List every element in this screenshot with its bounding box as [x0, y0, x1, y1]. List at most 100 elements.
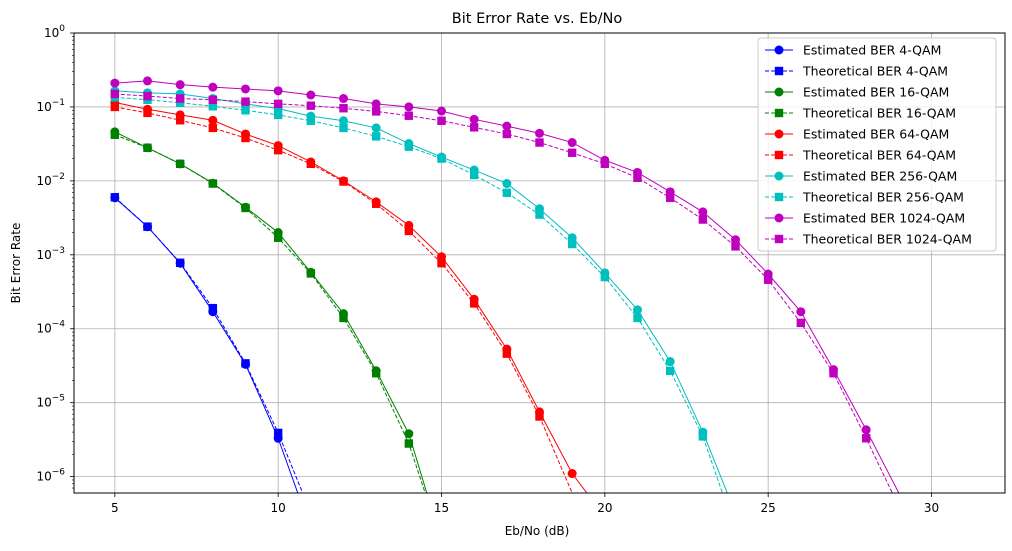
data-point — [774, 87, 784, 97]
data-point — [404, 111, 414, 120]
data-point — [175, 116, 185, 125]
data-point — [143, 222, 152, 231]
legend-entry: Estimated BER 1024-QAM — [765, 211, 965, 226]
data-point — [829, 369, 838, 378]
data-point — [339, 116, 348, 126]
data-point — [371, 107, 381, 116]
data-point — [273, 99, 283, 109]
data-point — [241, 84, 250, 94]
data-point — [567, 469, 577, 479]
legend-label: Theoretical BER 16-QAM — [802, 106, 956, 121]
data-point — [110, 78, 120, 88]
data-point — [208, 303, 218, 313]
data-point — [241, 133, 250, 143]
data-point — [535, 138, 544, 147]
y-tick-label: 10−1 — [36, 98, 65, 114]
data-point — [404, 439, 414, 448]
series-theoretical-ber-16-qam — [110, 130, 426, 493]
y-axis-label: Bit Error Rate — [9, 223, 23, 304]
data-point — [143, 108, 152, 118]
chart-title: Bit Error Rate vs. Eb/No — [452, 11, 623, 27]
data-point — [371, 99, 381, 109]
data-point — [535, 210, 544, 219]
data-point — [633, 305, 642, 315]
data-point — [502, 349, 512, 358]
data-point — [774, 171, 784, 181]
legend-label: Theoretical BER 256-QAM — [802, 190, 964, 205]
data-point — [633, 313, 642, 323]
data-point — [273, 86, 283, 96]
legend-entry: Estimated BER 16-QAM — [765, 85, 949, 100]
data-point — [273, 110, 283, 120]
data-point — [469, 299, 479, 308]
series-line — [114, 96, 723, 493]
legend-entry: Theoretical BER 16-QAM — [765, 106, 956, 121]
data-point — [665, 357, 675, 367]
data-point — [273, 145, 283, 155]
x-tick-label: 10 — [271, 501, 286, 515]
data-point — [731, 235, 740, 245]
data-point — [371, 132, 381, 141]
data-point — [175, 94, 185, 103]
x-axis-label: Eb/No (dB) — [505, 524, 570, 538]
series-theoretical-ber-64-qam — [110, 102, 573, 493]
data-point — [371, 123, 381, 133]
data-point — [208, 102, 218, 111]
legend-label: Theoretical BER 4-QAM — [802, 64, 948, 79]
data-point — [796, 318, 806, 328]
data-point — [502, 188, 512, 197]
data-point — [208, 95, 218, 104]
data-point — [208, 115, 218, 125]
legend-entry: Theoretical BER 256-QAM — [765, 190, 964, 205]
data-point — [567, 138, 577, 148]
data-point — [404, 102, 414, 112]
data-point — [600, 272, 610, 282]
data-point — [306, 159, 316, 169]
data-point — [437, 258, 446, 268]
data-point — [774, 192, 784, 202]
data-point — [774, 66, 784, 76]
data-point — [502, 179, 512, 189]
data-point — [774, 150, 784, 160]
data-point — [339, 177, 348, 186]
data-point — [241, 359, 250, 368]
data-point — [404, 142, 414, 151]
data-point — [502, 121, 512, 131]
data-point — [339, 104, 348, 113]
data-point — [665, 193, 675, 203]
x-tick-label: 25 — [761, 501, 776, 515]
data-point — [535, 412, 544, 421]
data-point — [208, 82, 218, 92]
data-point — [796, 307, 806, 317]
series-estimated-ber-1024-qam — [110, 76, 900, 493]
data-point — [567, 148, 577, 157]
data-point — [633, 173, 642, 183]
y-tick-label: 100 — [44, 24, 65, 40]
series-theoretical-ber-1024-qam — [110, 89, 893, 493]
legend-entry: Theoretical BER 64-QAM — [765, 148, 956, 163]
data-point — [175, 159, 185, 169]
data-point — [698, 432, 708, 441]
legend-label: Estimated BER 4-QAM — [803, 43, 941, 58]
data-point — [665, 366, 675, 375]
data-point — [763, 275, 773, 284]
legend-entry: Estimated BER 256-QAM — [765, 169, 957, 184]
legend-entry: Estimated BER 64-QAM — [765, 127, 949, 142]
legend: Estimated BER 4-QAM Theoretical BER 4-QAM… — [757, 37, 997, 252]
data-point — [110, 130, 120, 139]
data-point — [241, 203, 250, 213]
data-point — [339, 313, 348, 323]
data-point — [861, 425, 871, 435]
data-point — [567, 239, 577, 249]
data-point — [437, 154, 446, 163]
data-point — [404, 429, 414, 439]
data-point — [208, 179, 218, 188]
data-point — [535, 128, 544, 138]
data-point — [175, 258, 185, 267]
data-point — [175, 80, 185, 90]
series-line — [114, 101, 588, 493]
data-point — [371, 369, 381, 378]
data-point — [698, 207, 708, 217]
